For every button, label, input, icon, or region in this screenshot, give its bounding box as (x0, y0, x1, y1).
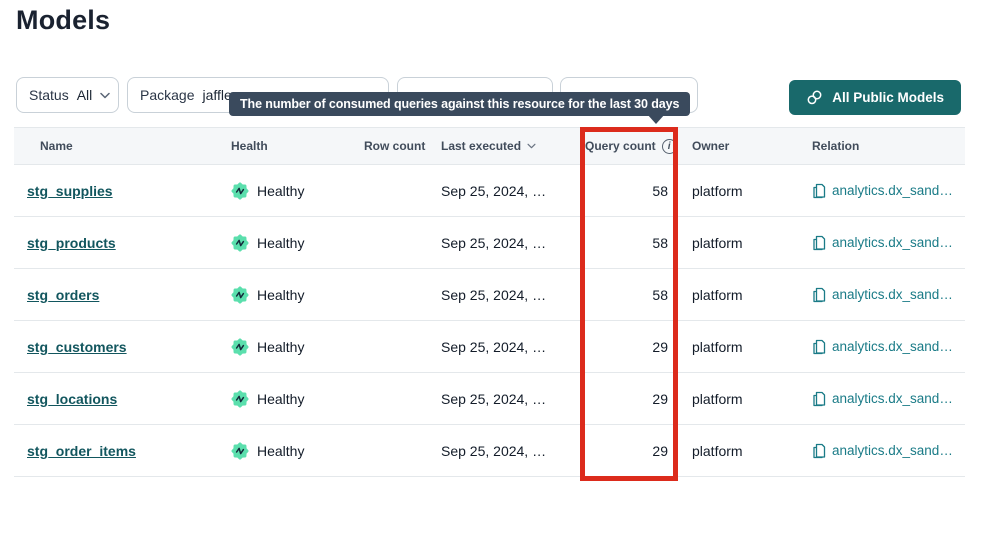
last-executed-value: Sep 25, 2024, … (441, 390, 547, 407)
model-name-link[interactable]: stg_orders (27, 286, 100, 303)
owner-value: platform (692, 390, 743, 407)
table-row: stg_orders Healthy Sep 25, 2024, … 58 pl… (14, 269, 965, 321)
owner-value: platform (692, 442, 743, 459)
document-icon (812, 339, 826, 355)
health-status-label: Healthy (257, 286, 305, 303)
model-name-link[interactable]: stg_customers (27, 338, 127, 355)
relation-link[interactable]: analytics.dx_sand… (832, 287, 953, 302)
table-row: stg_order_items Healthy Sep 25, 2024, … … (14, 425, 965, 477)
column-header-last-executed[interactable]: Last executed (441, 139, 585, 153)
table-row: stg_products Healthy Sep 25, 2024, … 58 … (14, 217, 965, 269)
model-name-link[interactable]: stg_order_items (27, 442, 136, 459)
health-status-label: Healthy (257, 442, 305, 459)
models-table: Name Health Row count Last executed Quer… (14, 127, 965, 477)
status-filter-label: Status (29, 87, 69, 103)
column-header-row-count: Row count (364, 139, 426, 153)
table-row: stg_customers Healthy Sep 25, 2024, … 29… (14, 321, 965, 373)
column-header-health: Health (231, 139, 268, 153)
query-count-value: 58 (652, 182, 668, 199)
document-icon (812, 183, 826, 199)
model-name-link[interactable]: stg_supplies (27, 182, 113, 199)
table-header-row: Name Health Row count Last executed Quer… (14, 127, 965, 165)
relation-link[interactable]: analytics.dx_sand… (832, 391, 953, 406)
column-header-query-count: Query count i (585, 138, 692, 154)
query-count-value: 58 (652, 286, 668, 303)
chevron-down-icon (100, 92, 111, 99)
document-icon (812, 287, 826, 303)
last-executed-value: Sep 25, 2024, … (441, 338, 547, 355)
column-header-relation: Relation (812, 139, 860, 153)
relation-link[interactable]: analytics.dx_sand… (832, 443, 953, 458)
health-status-label: Healthy (257, 390, 305, 407)
healthy-icon (231, 234, 249, 252)
page-title: Models (16, 5, 111, 35)
link-icon (806, 89, 823, 106)
model-name-link[interactable]: stg_locations (27, 390, 118, 407)
query-count-value: 29 (652, 338, 668, 355)
table-row: stg_supplies Healthy Sep 25, 2024, … 58 … (14, 165, 965, 217)
column-header-owner: Owner (692, 139, 730, 153)
last-executed-value: Sep 25, 2024, … (441, 234, 547, 251)
health-status-label: Healthy (257, 182, 305, 199)
owner-value: platform (692, 338, 743, 355)
last-executed-value: Sep 25, 2024, … (441, 182, 547, 199)
query-count-value: 29 (652, 442, 668, 459)
tooltip-text: The number of consumed queries against t… (240, 97, 680, 111)
healthy-icon (231, 286, 249, 304)
relation-link[interactable]: analytics.dx_sand… (832, 339, 953, 354)
all-public-models-label: All Public Models (832, 90, 944, 105)
last-executed-value: Sep 25, 2024, … (441, 286, 547, 303)
owner-value: platform (692, 286, 743, 303)
healthy-icon (231, 390, 249, 408)
last-executed-label: Last executed (441, 139, 522, 153)
relation-link[interactable]: analytics.dx_sand… (832, 235, 953, 250)
document-icon (812, 391, 826, 407)
status-filter-value: All (76, 87, 93, 103)
document-icon (812, 235, 826, 251)
info-icon[interactable]: i (661, 138, 677, 154)
owner-value: platform (692, 182, 743, 199)
query-count-tooltip: The number of consumed queries against t… (229, 92, 691, 116)
query-count-value: 29 (652, 390, 668, 407)
relation-link[interactable]: analytics.dx_sand… (832, 183, 953, 198)
status-filter-dropdown[interactable]: Status All (16, 77, 119, 113)
query-count-label: Query count (585, 139, 656, 153)
model-name-link[interactable]: stg_products (27, 234, 116, 251)
health-status-label: Healthy (257, 234, 305, 251)
tooltip-caret (647, 114, 665, 124)
healthy-icon (231, 338, 249, 356)
table-body: stg_supplies Healthy Sep 25, 2024, … 58 … (14, 165, 965, 477)
health-status-label: Healthy (257, 338, 305, 355)
package-filter-label: Package (140, 87, 195, 103)
all-public-models-button[interactable]: All Public Models (789, 80, 961, 115)
table-row: stg_locations Healthy Sep 25, 2024, … 29… (14, 373, 965, 425)
last-executed-value: Sep 25, 2024, … (441, 442, 547, 459)
query-count-value: 58 (652, 234, 668, 251)
healthy-icon (231, 182, 249, 200)
sort-chevron-down-icon (527, 143, 536, 149)
document-icon (812, 443, 826, 459)
column-header-name: Name (40, 139, 73, 153)
healthy-icon (231, 442, 249, 460)
owner-value: platform (692, 234, 743, 251)
